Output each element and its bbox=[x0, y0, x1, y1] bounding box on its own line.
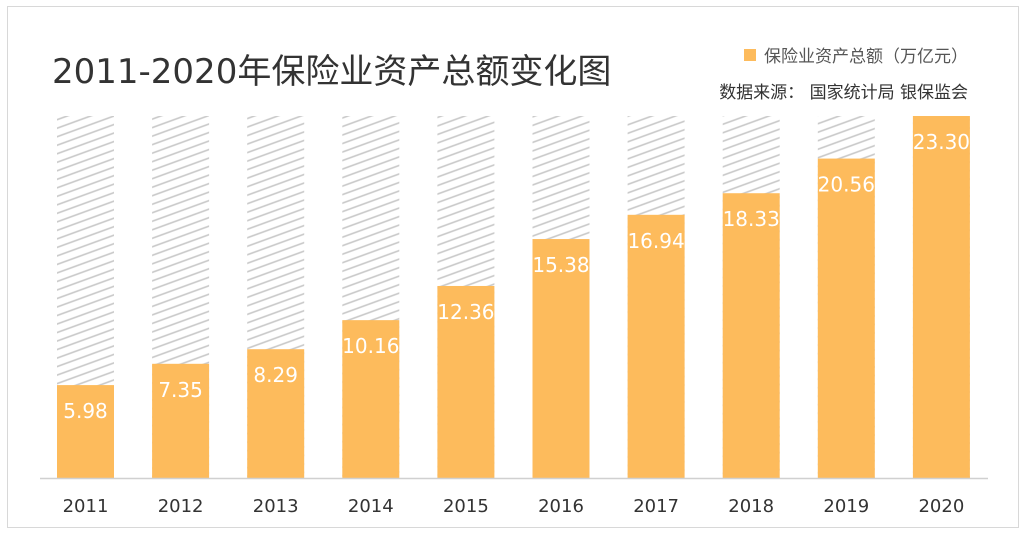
data-label: 23.30 bbox=[913, 130, 970, 154]
bar-2018 bbox=[722, 193, 780, 478]
bar-2011 bbox=[57, 385, 114, 478]
x-tick-label: 2019 bbox=[823, 496, 869, 517]
bar-2015 bbox=[437, 285, 495, 478]
data-source: 数据来源： 国家统计局 银保监会 bbox=[719, 83, 968, 103]
bar-2016 bbox=[532, 239, 590, 478]
x-tick-label: 2014 bbox=[348, 496, 394, 517]
legend-swatch bbox=[744, 48, 756, 61]
data-label: 12.36 bbox=[437, 300, 494, 324]
x-tick-label: 2015 bbox=[443, 496, 489, 517]
data-label: 18.33 bbox=[723, 207, 780, 231]
bar-2012 bbox=[152, 363, 210, 478]
legend-label: 保险业资产总额（万亿元） bbox=[764, 47, 968, 67]
bar-2020 bbox=[912, 116, 970, 478]
data-label: 16.94 bbox=[627, 229, 684, 253]
data-label: 8.29 bbox=[253, 363, 298, 387]
x-tick-label: 2016 bbox=[538, 496, 584, 517]
x-tick-label: 2013 bbox=[253, 496, 299, 517]
bar-2019 bbox=[817, 158, 875, 479]
data-label: 20.56 bbox=[818, 173, 875, 197]
x-tick-label: 2018 bbox=[728, 496, 774, 517]
data-label: 10.16 bbox=[342, 334, 399, 358]
chart-title: 2011-2020年保险业资产总额变化图 bbox=[52, 52, 612, 92]
x-tick-label: 2017 bbox=[633, 496, 679, 517]
bar-2013 bbox=[247, 349, 305, 478]
bar-2014 bbox=[342, 320, 400, 478]
legend: 保险业资产总额（万亿元） bbox=[744, 42, 968, 67]
x-tick-label: 2020 bbox=[918, 496, 964, 517]
data-label: 7.35 bbox=[158, 378, 203, 402]
bar-2017 bbox=[627, 214, 685, 478]
x-tick-label: 2012 bbox=[158, 496, 204, 517]
data-label: 15.38 bbox=[532, 253, 589, 277]
x-tick-label: 2011 bbox=[63, 496, 109, 517]
data-label: 5.98 bbox=[63, 399, 108, 423]
